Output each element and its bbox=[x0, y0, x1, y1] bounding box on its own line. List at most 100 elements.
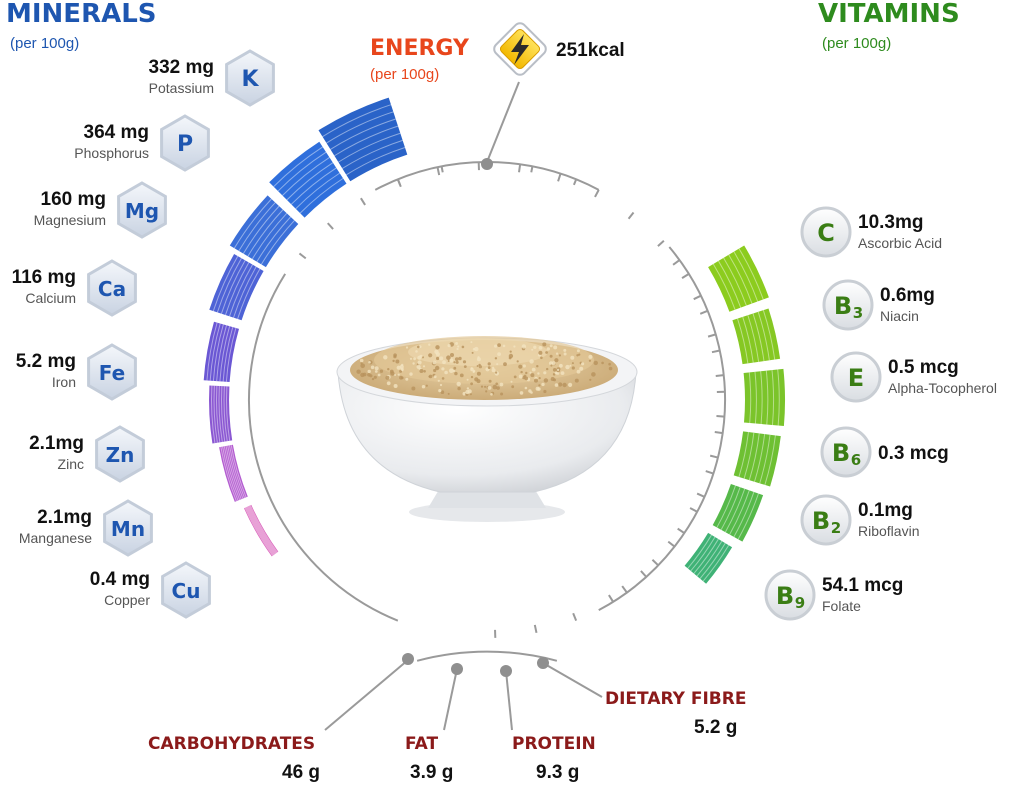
vitamin-circle-icon bbox=[800, 494, 852, 546]
mineral-hexagon-icon bbox=[160, 114, 210, 172]
energy-block: ENERGY (per 100g) 251kcal bbox=[370, 22, 625, 83]
mineral-item-iron: Fe 5.2 mg Iron bbox=[16, 343, 137, 401]
scale-tick bbox=[689, 507, 698, 513]
vitamin-amount: 0.6mg bbox=[880, 285, 935, 306]
scale-tick bbox=[693, 294, 702, 301]
scale-tick bbox=[716, 415, 725, 418]
vitamin-symbol: B bbox=[776, 582, 794, 610]
dietary-fibre-value: 5.2 g bbox=[694, 717, 737, 738]
minerals-header: MINERALS (per 100g) bbox=[6, 0, 157, 52]
scale-tick bbox=[677, 527, 685, 534]
mineral-bar-group bbox=[203, 97, 408, 557]
mineral-name: Potassium bbox=[149, 80, 214, 96]
vitamin-bar-b3 bbox=[732, 308, 781, 365]
vitamin-item-c: C 10.3mg Ascorbic Acid bbox=[800, 206, 942, 258]
energy-title: ENERGY bbox=[370, 36, 470, 61]
mineral-bar-p bbox=[269, 141, 347, 218]
energy-pointer bbox=[481, 81, 520, 170]
mineral-symbol: K bbox=[241, 67, 259, 92]
scale-tick bbox=[672, 259, 681, 266]
vitamin-item-e: E 0.5 mcg Alpha-Tocopherol bbox=[830, 351, 997, 403]
mineral-symbol: Mg bbox=[125, 199, 159, 223]
vitamin-item-b6: B 6 0.3 mcg bbox=[820, 426, 949, 478]
mineral-symbol: Mn bbox=[111, 517, 145, 541]
mineral-hexagon-icon bbox=[87, 343, 137, 401]
scale-tick bbox=[360, 197, 366, 206]
mineral-item-phosphorus: P 364 mg Phosphorus bbox=[74, 114, 210, 172]
scale-tick bbox=[699, 309, 709, 315]
mineral-name: Iron bbox=[52, 374, 76, 390]
vitamin-subscript: 6 bbox=[851, 451, 861, 469]
grain-bowl-image bbox=[336, 336, 638, 522]
scale-tick bbox=[696, 492, 705, 498]
scale-tick bbox=[436, 166, 441, 176]
scale-tick bbox=[714, 431, 723, 435]
right-scale-arc bbox=[598, 246, 726, 612]
vitamin-amount: 0.5 mcg bbox=[888, 357, 959, 378]
minerals-title: MINERALS bbox=[6, 0, 157, 29]
mineral-item-magnesium: Mg 160 mg Magnesium bbox=[34, 181, 167, 239]
scale-tick bbox=[709, 454, 719, 459]
scale-tick bbox=[572, 612, 578, 622]
mineral-hexagon-icon bbox=[161, 561, 211, 619]
mineral-name: Manganese bbox=[19, 530, 92, 546]
mineral-amount: 332 mg bbox=[149, 57, 214, 78]
scale-tick bbox=[327, 222, 334, 230]
scale-tick bbox=[530, 166, 534, 173]
vitamin-name: Folate bbox=[822, 598, 861, 614]
fat-label: FAT bbox=[405, 734, 438, 754]
vitamins-subtitle: (per 100g) bbox=[822, 35, 891, 52]
scale-tick bbox=[657, 240, 665, 247]
scale-tick bbox=[707, 333, 717, 338]
scale-tick bbox=[557, 173, 562, 182]
mineral-name: Magnesium bbox=[34, 212, 106, 228]
fat-value: 3.9 g bbox=[410, 762, 453, 783]
mineral-symbol: Zn bbox=[106, 443, 135, 467]
mineral-hexagon-icon bbox=[87, 259, 137, 317]
vitamin-bar-c bbox=[708, 245, 769, 312]
scale-tick bbox=[681, 273, 690, 279]
vitamin-name: Alpha-Tocopherol bbox=[888, 380, 997, 396]
carbohydrates-value: 46 g bbox=[282, 762, 320, 783]
scale-tick bbox=[715, 374, 724, 377]
scale-tick bbox=[651, 559, 659, 567]
vitamins-title: VITAMINS bbox=[818, 0, 960, 29]
mineral-symbol: Fe bbox=[99, 361, 125, 385]
scale-tick bbox=[533, 624, 538, 634]
scale-tick bbox=[621, 585, 628, 594]
mineral-amount: 364 mg bbox=[84, 122, 149, 143]
bottom-scale-arc bbox=[416, 650, 558, 662]
vitamin-circle-icon bbox=[820, 426, 872, 478]
mineral-name: Phosphorus bbox=[74, 145, 149, 161]
mineral-name: Zinc bbox=[58, 456, 84, 472]
dietary-fibre-label: DIETARY FIBRE bbox=[605, 689, 746, 709]
mineral-bar-ca bbox=[209, 254, 264, 321]
scale-tick bbox=[667, 540, 676, 548]
scale-tick bbox=[518, 164, 522, 173]
vitamin-symbol: C bbox=[817, 219, 835, 247]
vitamin-item-b2: B 2 0.1mg Riboflavin bbox=[800, 494, 919, 546]
vitamin-amount: 0.1mg bbox=[858, 500, 913, 521]
vitamin-item-b9: B 9 54.1 mcg Folate bbox=[764, 569, 903, 621]
minerals-subtitle: (per 100g) bbox=[10, 35, 79, 52]
scale-tick bbox=[705, 470, 714, 475]
mineral-hexagon-icon bbox=[117, 181, 167, 239]
vitamin-symbol: E bbox=[848, 364, 864, 392]
vitamin-circle-icon bbox=[830, 351, 882, 403]
vitamin-bar-b6 bbox=[733, 431, 781, 487]
vitamin-bar-b9 bbox=[684, 532, 733, 584]
vitamin-circle-icon bbox=[822, 279, 874, 331]
scale-tick bbox=[298, 252, 307, 260]
vitamin-subscript: 2 bbox=[831, 519, 841, 537]
scale-tick bbox=[396, 178, 402, 186]
left-scale-arc bbox=[248, 273, 399, 622]
mineral-hexagon-icon bbox=[225, 49, 275, 107]
vitamin-name: Riboflavin bbox=[858, 523, 919, 539]
protein-label: PROTEIN bbox=[512, 734, 596, 754]
carbohydrates-label: CARBOHYDRATES bbox=[148, 734, 315, 754]
macronutrient-callouts: CARBOHYDRATES 46 g FAT 3.9 g PROTEIN 9.3… bbox=[148, 653, 746, 783]
mineral-amount: 116 mg bbox=[12, 267, 76, 288]
vitamin-name: Niacin bbox=[880, 308, 919, 324]
vitamin-bar-group bbox=[684, 245, 786, 584]
scale-tick bbox=[572, 178, 578, 186]
